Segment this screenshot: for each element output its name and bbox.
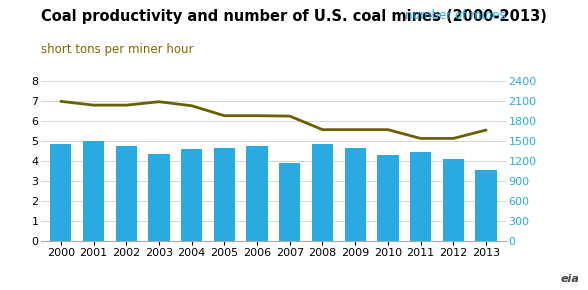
Bar xyxy=(410,152,431,241)
Bar xyxy=(345,148,366,241)
Bar xyxy=(213,148,235,241)
Text: Coal productivity and number of U.S. coal mines (2000-2013): Coal productivity and number of U.S. coa… xyxy=(41,9,547,24)
Text: eia: eia xyxy=(560,274,579,284)
Bar xyxy=(50,144,71,241)
Text: short tons per miner hour: short tons per miner hour xyxy=(41,44,193,57)
Bar xyxy=(116,146,137,241)
Bar xyxy=(246,146,268,241)
Bar xyxy=(83,141,104,241)
Bar xyxy=(181,149,202,241)
Bar xyxy=(312,144,333,241)
Bar xyxy=(476,170,497,241)
Text: number of mines: number of mines xyxy=(405,9,506,22)
Bar xyxy=(148,154,169,241)
Bar xyxy=(443,159,464,241)
Bar xyxy=(377,155,399,241)
Bar xyxy=(279,163,300,241)
